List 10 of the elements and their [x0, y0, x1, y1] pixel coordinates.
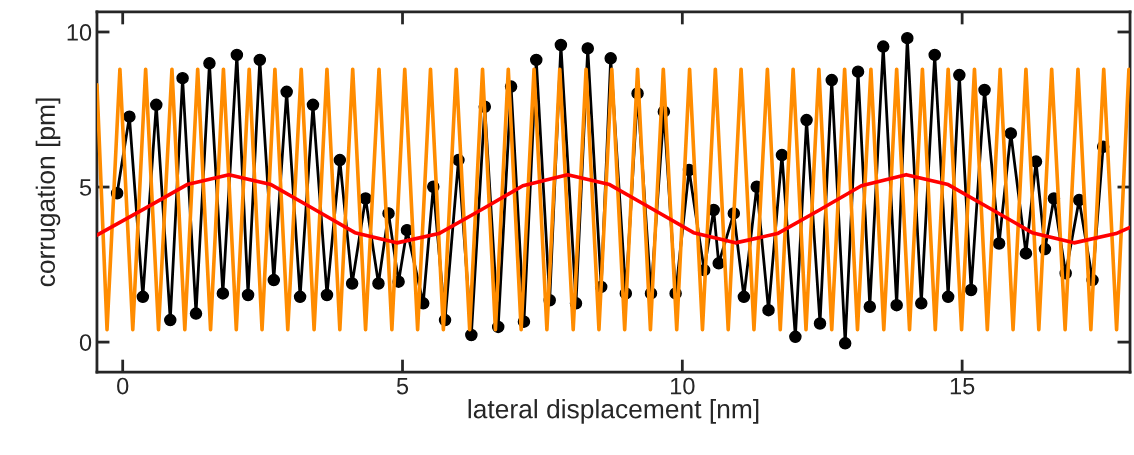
x-tick-label: 10 — [671, 377, 695, 395]
x-tick-label: 0 — [117, 377, 129, 395]
line-series — [96, 172, 1131, 245]
x-tick-label: 15 — [950, 377, 975, 395]
x-tick-label: 5 — [396, 377, 409, 395]
y-axis-title: corrugation [pm] — [35, 98, 61, 287]
y-tick-label: 0 — [79, 334, 92, 351]
x-axis-title: lateral displacement [nm] — [468, 399, 759, 424]
y-tick-label: 10 — [67, 24, 92, 41]
y-tick-label: 5 — [79, 179, 92, 196]
